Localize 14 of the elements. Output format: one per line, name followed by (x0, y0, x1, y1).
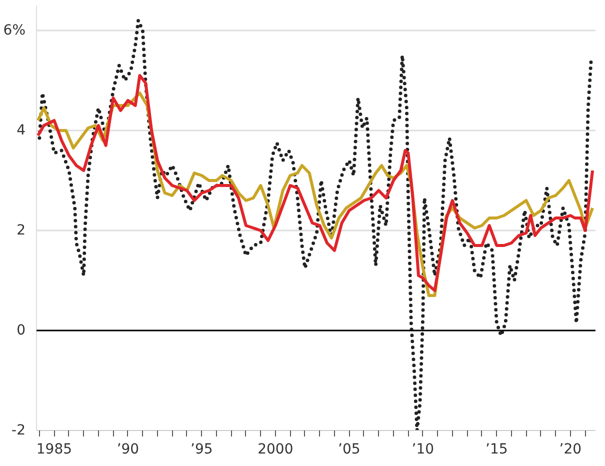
y-tick-label: 2 (16, 222, 26, 238)
x-tick-label: 1985 (36, 442, 72, 458)
x-tick-label: ’05 (338, 442, 360, 458)
x-tick-label: 2000 (258, 442, 294, 458)
y-tick-label: 6% (3, 22, 26, 38)
x-tick-label: ’10 (412, 442, 434, 458)
x-tick-label: ’95 (190, 442, 213, 458)
x-tick-label: ’20 (559, 442, 582, 458)
x-tick-label: ’90 (116, 442, 140, 458)
y-tick-label: 0 (16, 322, 26, 338)
y-tick-label: 4 (16, 122, 26, 138)
x-tick-label: ’15 (486, 442, 508, 458)
line-series (38, 18, 593, 430)
y-tick-label: -2 (12, 422, 26, 438)
